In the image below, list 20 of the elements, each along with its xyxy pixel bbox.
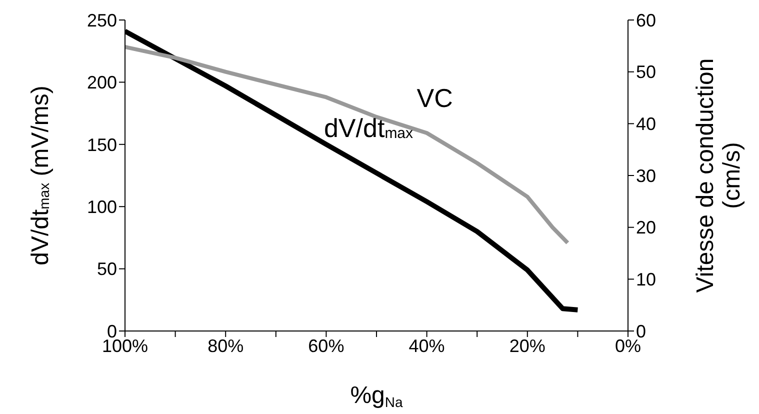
- y2-tick-label: 20: [636, 218, 656, 238]
- x-tick-label: 20%: [509, 336, 546, 356]
- y-tick-label: 200: [86, 72, 117, 93]
- x-axis-title: %g$_{Na}$: [350, 382, 403, 410]
- y2-tick-label: 10: [636, 270, 656, 290]
- x-tick-label: 60%: [308, 336, 344, 356]
- x-tick-label: 80%: [208, 336, 244, 356]
- series-label: VC: [416, 82, 453, 113]
- y2-tick-label: 30: [636, 166, 656, 186]
- y2-axis-title: Vitesse de conduction (cm/s): [692, 58, 746, 293]
- y2-tick-label: 60: [636, 10, 656, 30]
- y2-tick-label: 0: [636, 321, 646, 342]
- y-tick-label: 250: [86, 10, 117, 30]
- x-tick-label: 40%: [408, 336, 445, 356]
- y2-tick-label: 50: [636, 62, 656, 82]
- line-series: [125, 44, 570, 245]
- y-tick-label: 100: [86, 196, 117, 217]
- y-tick-label: 150: [86, 134, 117, 155]
- y-tick-label: 50: [96, 259, 117, 280]
- y2-tick-label: 40: [636, 114, 656, 134]
